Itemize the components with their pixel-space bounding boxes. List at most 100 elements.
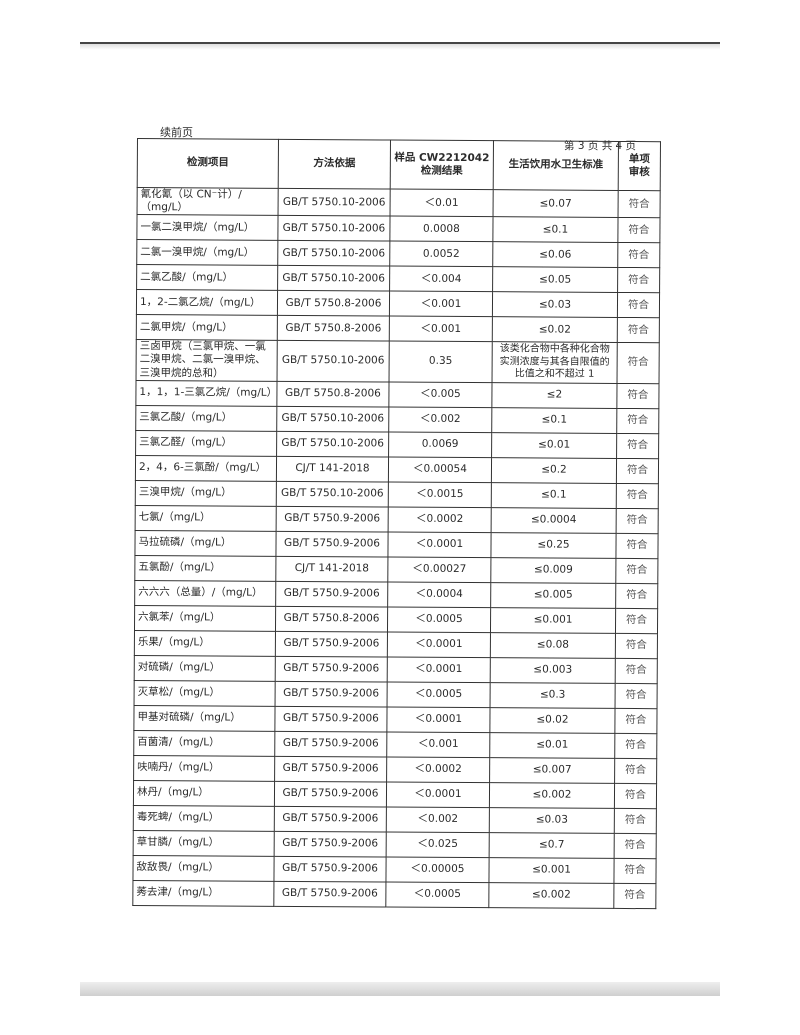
cell-item: 三氯乙酸/（mg/L） [135, 405, 277, 431]
cell-result: ＜0.0001 [387, 631, 491, 658]
cell-verdict: 符合 [615, 683, 658, 709]
cell-standard: ≤0.07 [493, 189, 619, 218]
cell-verdict: 符合 [618, 190, 661, 218]
continued-label: 续前页 [160, 126, 193, 139]
cell-standard: ≤0.25 [490, 532, 617, 559]
cell-standard: ≤0.003 [490, 657, 616, 684]
table-row: 二氯乙酸/（mg/L） GB/T 5750.10-2006 ＜0.004 ≤0.05 符… [136, 264, 660, 293]
cell-method: GB/T 5750.9-2006 [275, 630, 388, 657]
cell-method: GB/T 5750.10-2006 [277, 240, 390, 267]
cell-verdict: 符合 [616, 458, 659, 484]
cell-method: GB/T 5750.9-2006 [274, 830, 387, 857]
table-header: 检测项目 方法依据 样品 CW2212042 检测结果 生活饮用水卫生标准 单项… [137, 138, 661, 191]
cell-verdict: 符合 [614, 833, 657, 859]
cell-standard: ≤0.001 [488, 857, 615, 884]
cell-verdict: 符合 [613, 883, 656, 909]
cell-standard: ≤0.06 [492, 241, 618, 268]
cell-verdict: 符合 [617, 267, 660, 293]
table-row: 对硫磷/（mg/L） GB/T 5750.9-2006 ＜0.0001 ≤0.003 符… [134, 655, 658, 684]
cell-result: ＜0.0002 [386, 756, 490, 783]
table-row: 2，4，6-三氯酚/（mg/L） CJ/T 141-2018 ＜0.00054 ≤0.… [135, 455, 659, 484]
cell-result: ＜0.00005 [385, 856, 490, 883]
cell-item: 一氯二溴甲烷/（mg/L） [136, 214, 279, 241]
col-result: 样品 CW2212042 检测结果 [390, 140, 494, 190]
cell-result: ＜0.001 [389, 291, 493, 317]
cell-verdict: 符合 [614, 783, 657, 809]
cell-standard: ≤0.03 [489, 807, 615, 834]
cell-verdict: 符合 [616, 483, 659, 509]
cell-method: GB/T 5750.9-2006 [273, 855, 387, 882]
table-row: 一氯二溴甲烷/（mg/L） GB/T 5750.10-2006 0.0008 ≤0.1… [136, 214, 661, 243]
cell-method: GB/T 5750.9-2006 [273, 880, 386, 907]
page-bottom-edge [80, 982, 720, 996]
cell-result: ＜0.004 [389, 266, 493, 292]
table-row: 二氯甲烷/（mg/L） GB/T 5750.8-2006 ＜0.001 ≤0.02 符合 [136, 314, 660, 343]
table-row: 马拉硫磷/（mg/L） GB/T 5750.9-2006 ＜0.0001 ≤0.25 符… [134, 530, 659, 559]
cell-standard: ≤0.02 [492, 316, 618, 343]
table-row: 三卤甲烷（三氯甲烷、一氯二溴甲烷、二氯一溴甲烷、三溴甲烷的总和） GB/T 575… [136, 339, 660, 384]
table-row: 莠去津/（mg/L） GB/T 5750.9-2006 ＜0.0005 ≤0.002 符… [132, 880, 656, 909]
cell-result: ＜0.001 [386, 731, 490, 758]
cell-item: 2，4，6-三氯酚/（mg/L） [135, 455, 277, 481]
cell-standard: ≤0.001 [490, 607, 616, 634]
cell-standard: ≤0.007 [489, 757, 615, 784]
cell-method: GB/T 5750.10-2006 [277, 340, 390, 382]
cell-result: ＜0.0005 [387, 681, 491, 708]
cell-item: 1，1，1-三氯乙烷/（mg/L） [135, 380, 277, 406]
cell-standard: ≤0.009 [490, 557, 616, 584]
cell-method: GB/T 5750.9-2006 [275, 580, 388, 607]
col-method: 方法依据 [278, 139, 391, 190]
cell-verdict: 符合 [617, 317, 660, 343]
cell-method: GB/T 5750.9-2006 [274, 755, 387, 782]
cell-item: 马拉硫磷/（mg/L） [134, 530, 277, 556]
cell-method: GB/T 5750.9-2006 [276, 505, 389, 532]
cell-method: GB/T 5750.10-2006 [276, 405, 389, 432]
cell-verdict: 符合 [615, 633, 658, 659]
cell-item: 林丹/（mg/L） [133, 780, 275, 806]
cell-result: 0.0052 [389, 241, 493, 267]
cell-item: 六氯苯/（mg/L） [134, 605, 276, 631]
cell-standard: ≤0.01 [489, 732, 615, 759]
table-row: 三溴甲烷/（mg/L） GB/T 5750.10-2006 ＜0.0015 ≤0.1 符… [135, 480, 659, 509]
cell-item: 灭草松/（mg/L） [134, 680, 276, 706]
cell-item: 莠去津/（mg/L） [132, 880, 274, 906]
cell-method: GB/T 5750.10-2006 [277, 265, 390, 292]
cell-verdict: 符合 [615, 558, 658, 584]
cell-result: ＜0.01 [390, 189, 494, 217]
cell-standard: ≤0.01 [491, 432, 617, 459]
cell-method: GB/T 5750.8-2006 [277, 290, 390, 317]
table-row: 二氯一溴甲烷/（mg/L） GB/T 5750.10-2006 0.0052 ≤0.0… [136, 239, 660, 268]
cell-method: CJ/T 141-2018 [276, 455, 389, 482]
cell-result: ＜0.0004 [387, 581, 491, 608]
cell-item: 六六六（总量）/（mg/L） [134, 580, 276, 606]
table-row: 五氯酚/（mg/L） CJ/T 141-2018 ＜0.00027 ≤0.009 符合 [134, 555, 658, 584]
cell-item: 对硫磷/（mg/L） [134, 655, 276, 681]
cell-item: 乐果/（mg/L） [134, 630, 276, 656]
table-row: 三氯乙酸/（mg/L） GB/T 5750.10-2006 ＜0.002 ≤0.1 符合 [135, 405, 659, 434]
scan-shadow [80, 44, 720, 50]
cell-standard: ≤0.2 [491, 457, 617, 484]
cell-verdict: 符合 [617, 242, 660, 268]
table-row: 1，2-二氯乙烷/（mg/L） GB/T 5750.8-2006 ＜0.001 ≤0.… [136, 289, 660, 318]
cell-result: ＜0.0005 [387, 606, 491, 633]
cell-result: ＜0.001 [389, 316, 493, 342]
col-standard: 生活饮用水卫生标准 [493, 140, 619, 191]
cell-item: 1，2-二氯乙烷/（mg/L） [136, 289, 278, 316]
cell-method: GB/T 5750.9-2006 [275, 530, 389, 557]
cell-verdict: 符合 [615, 583, 658, 609]
cell-result: ＜0.005 [388, 381, 493, 408]
cell-verdict: 符合 [614, 708, 658, 734]
cell-standard: ≤0.0004 [491, 507, 617, 534]
cell-standard: ≤2 [491, 382, 618, 409]
cell-item: 氰化氰（以 CN⁻计）/（mg/L） [137, 187, 279, 216]
col-item: 检测项目 [137, 138, 279, 189]
cell-verdict: 符合 [614, 808, 657, 834]
cell-method: GB/T 5750.8-2006 [276, 380, 390, 407]
cell-method: GB/T 5750.9-2006 [274, 705, 388, 732]
cell-method: CJ/T 141-2018 [275, 555, 388, 582]
table-row: 敌敌畏/（mg/L） GB/T 5750.9-2006 ＜0.00005 ≤0.001… [132, 855, 657, 884]
cell-standard: ≤0.08 [490, 632, 616, 659]
cell-verdict: 符合 [615, 608, 658, 634]
table-row: 三氯乙醛/（mg/L） GB/T 5750.10-2006 0.0069 ≤0.01 符… [135, 430, 659, 459]
cell-verdict: 符合 [615, 533, 659, 559]
